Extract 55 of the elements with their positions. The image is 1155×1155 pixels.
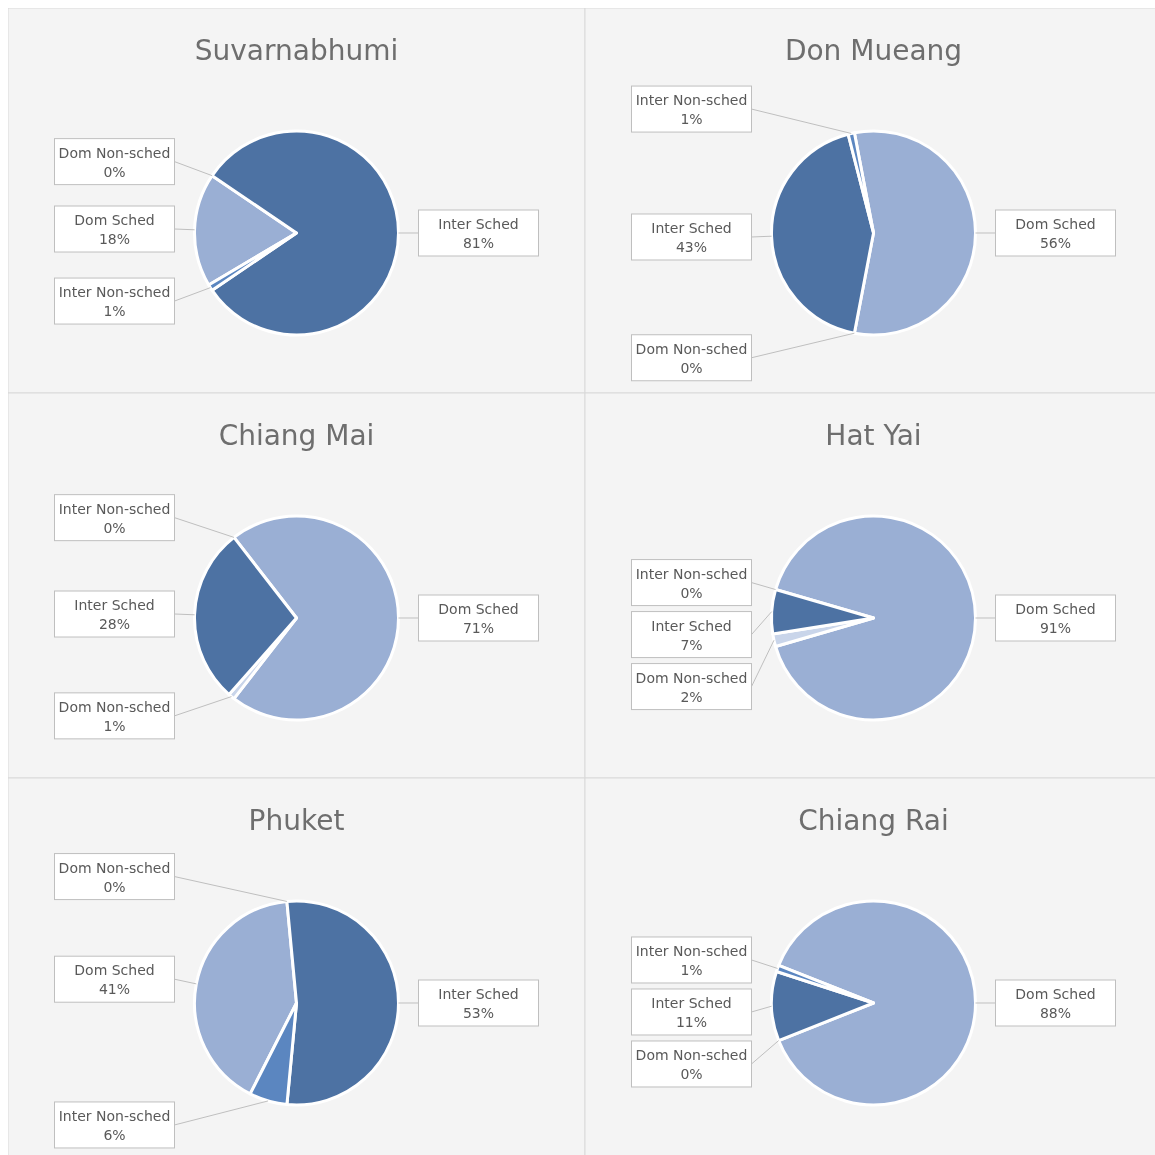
slice-label: Dom Sched — [438, 601, 519, 617]
chart-title: Phuket — [248, 804, 345, 837]
data-label: 2% — [680, 688, 703, 705]
text: 0% — [103, 519, 126, 536]
chart-title: Don Mueang — [784, 34, 963, 67]
data-label: 56% — [1039, 235, 1072, 251]
data-label: 11% — [675, 1013, 708, 1030]
slice-label: Inter Non-sched — [635, 942, 748, 959]
data-label: 18% — [98, 231, 131, 248]
data-label: 6% — [103, 1126, 126, 1143]
data-label: 1% — [103, 717, 126, 734]
category-label: Dom Non-sched — [635, 340, 748, 357]
chart-title: Hat Yai — [825, 419, 922, 452]
data-label: 1% — [103, 303, 126, 320]
data-label: 7% — [680, 636, 703, 653]
pie-slice — [774, 514, 977, 722]
slice-label: Inter Sched — [74, 597, 155, 614]
slice-label: Inter Sched — [651, 617, 732, 634]
slice-label: Dom Sched — [1015, 601, 1096, 617]
data-label: 43% — [675, 238, 708, 255]
data-label: 28% — [98, 616, 131, 633]
category-label: Inter Non-sched — [635, 565, 748, 582]
text: 0% — [680, 584, 703, 601]
data-label: 71% — [462, 620, 495, 636]
slice-label: Dom Sched — [74, 212, 155, 229]
slice-label: Inter Sched — [438, 986, 519, 1002]
data-label: 53% — [462, 1005, 495, 1021]
slice-label: Inter Sched — [651, 219, 732, 236]
slice-label: Dom Sched — [74, 962, 155, 979]
slice-label: Inter Non-sched — [58, 284, 171, 301]
slice-label: Dom Sched — [1015, 986, 1096, 1002]
category-label: Dom Non-sched — [58, 144, 171, 161]
chart-title: Suvarnabhumi — [194, 34, 399, 67]
slice-label: Dom Sched — [1015, 216, 1096, 232]
chart-title: Chiang Mai — [218, 419, 375, 452]
data-label: 1% — [680, 961, 703, 978]
text: 0% — [103, 163, 126, 180]
data-label: 81% — [462, 235, 495, 251]
slice-label: Inter Non-sched — [58, 1107, 171, 1124]
data-label: 41% — [98, 981, 131, 998]
text: 0% — [680, 359, 703, 376]
data-label: 1% — [680, 111, 703, 128]
slice-label: Inter Sched — [438, 216, 519, 232]
legend-label: Dom Non-sched — [635, 1046, 748, 1063]
text: 0% — [103, 878, 126, 895]
slice-label: Dom Non-sched — [58, 698, 171, 715]
slice-label: Inter Non-sched — [635, 92, 748, 109]
category-label: Dom Non-sched — [58, 859, 171, 876]
slice-label: Dom Non-sched — [635, 669, 748, 686]
slice-label: Inter Sched — [651, 994, 732, 1011]
text: 0% — [680, 1065, 703, 1082]
category-label: Inter Non-sched — [58, 500, 171, 517]
data-label: 88% — [1039, 1005, 1072, 1021]
chart-title: Chiang Rai — [798, 804, 949, 837]
data-label: 91% — [1039, 620, 1072, 636]
